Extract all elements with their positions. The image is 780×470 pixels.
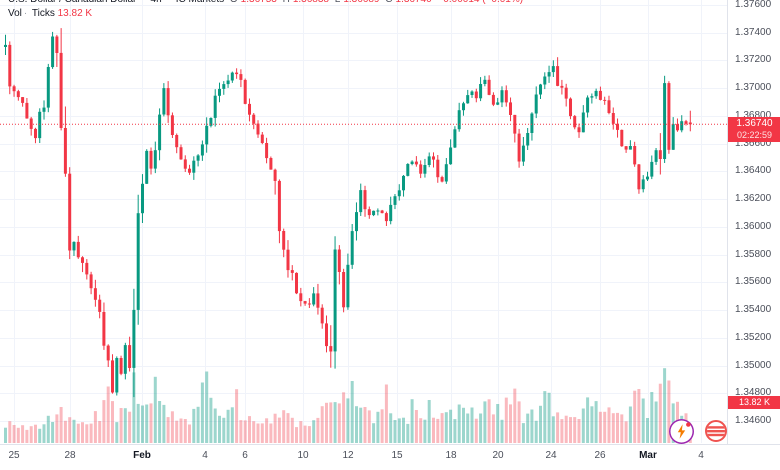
ticks-label: Ticks <box>31 8 55 19</box>
vol-label[interactable]: Vol <box>8 8 22 19</box>
legend-separator: · <box>167 0 170 5</box>
price-tick-label: 1.35000 <box>735 360 772 371</box>
legend-separator: · <box>141 0 144 5</box>
price-tick-label: 1.35600 <box>735 276 772 287</box>
time-tick-label: 26 <box>594 450 606 461</box>
price-tick-label: 1.34600 <box>735 415 772 426</box>
price-tick-label: 1.37600 <box>735 0 772 10</box>
price-tick-label: 1.36800 <box>735 110 772 121</box>
time-tick-label: 4 <box>202 450 208 461</box>
price-tick-label: 1.36400 <box>735 165 772 176</box>
time-tick-label: 15 <box>391 450 403 461</box>
broker-label[interactable]: IC Markets <box>176 0 224 5</box>
flag-button[interactable] <box>705 420 727 442</box>
symbol-title[interactable]: U.S. Dollar / Canadian Dollar <box>8 0 136 5</box>
price-tick-label: 1.35800 <box>735 249 772 260</box>
legend-row-main: U.S. Dollar / Canadian Dollar · 4h · IC Ma… <box>8 0 526 5</box>
price-tick-label: 1.35400 <box>735 304 772 315</box>
close-letter: C <box>385 0 392 5</box>
legend-separator: · <box>23 8 28 19</box>
price-tick-label: 1.36600 <box>735 138 772 149</box>
time-tick-label: Feb <box>133 450 151 461</box>
high-letter: H <box>283 0 290 5</box>
time-tick-label: 24 <box>545 450 557 461</box>
time-tick-label: Mar <box>639 450 657 461</box>
close-value: 1.36740 <box>396 0 432 5</box>
volume-layer <box>4 368 692 443</box>
price-tick-label: 1.36200 <box>735 193 772 204</box>
bar-countdown: 02:22:59 <box>736 130 773 140</box>
time-axis[interactable]: 25 28 Feb 4 6 10 12 15 18 20 24 26 Mar 4 <box>0 444 780 470</box>
time-tick-label: 4 <box>698 450 704 461</box>
volume-axis-label: 13.82 K <box>728 396 780 409</box>
time-tick-label: 6 <box>242 450 248 461</box>
high-value: 1.36838 <box>293 0 329 5</box>
change-value: −0.00014 (−0.01%) <box>437 0 523 5</box>
grid-layer <box>0 0 727 443</box>
last-price-value: 1.36740 <box>736 118 773 129</box>
instant-trading-button[interactable] <box>669 419 694 444</box>
price-tick-label: 1.37000 <box>735 82 772 93</box>
price-tick-label: 1.37200 <box>735 54 772 65</box>
time-tick-label: 25 <box>8 450 20 461</box>
time-tick-label: 20 <box>492 450 504 461</box>
low-value: 1.36689 <box>343 0 379 5</box>
price-tick-label: 1.37400 <box>735 27 772 38</box>
price-tick-label: 1.34800 <box>735 387 772 398</box>
us-flag-icon <box>705 420 727 442</box>
time-tick-label: 28 <box>64 450 76 461</box>
lightning-icon <box>677 422 691 439</box>
time-tick-label: 18 <box>445 450 457 461</box>
price-tick-label: 1.35200 <box>735 332 772 343</box>
price-axis[interactable]: 1.36740 02:22:59 13.82 K 1.37600 1.37400 1… <box>727 0 780 444</box>
open-value: 1.36753 <box>241 0 277 5</box>
low-letter: L <box>335 0 341 5</box>
candlestick-chart[interactable] <box>0 0 727 444</box>
time-tick-label: 12 <box>342 450 354 461</box>
volume-indicator-legend: Vol · Ticks 13.82 K <box>8 8 92 19</box>
last-price-label: 1.36740 02:22:59 <box>728 117 780 142</box>
timeframe-label[interactable]: 4h <box>151 0 162 5</box>
time-tick-label: 10 <box>297 450 309 461</box>
volume-value: 13.82 K <box>57 8 93 19</box>
price-tick-label: 1.36000 <box>735 221 772 232</box>
candles-layer <box>4 28 692 398</box>
open-letter: O <box>230 0 238 5</box>
